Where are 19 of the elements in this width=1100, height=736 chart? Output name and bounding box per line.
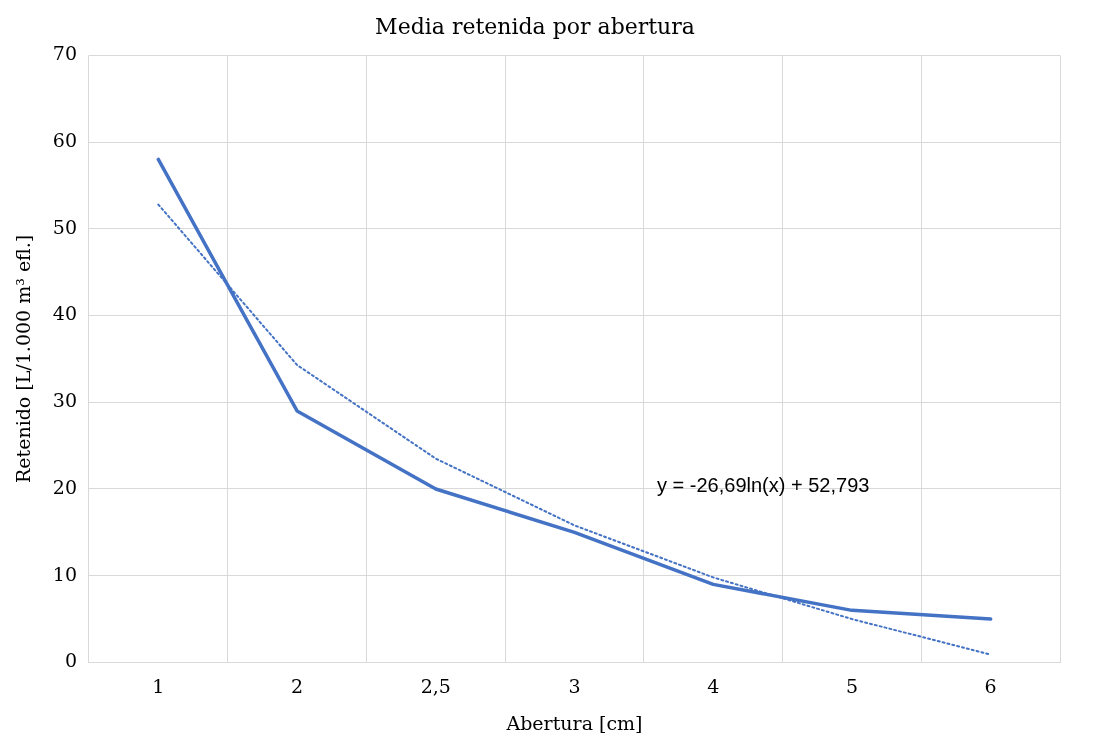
x-tick-label: 6 xyxy=(984,674,997,697)
y-tick-label: 20 xyxy=(52,475,77,498)
x-tick-label: 2,5 xyxy=(420,674,451,697)
chart-title: Media retenida por abertura xyxy=(375,13,695,39)
x-tick-label: 4 xyxy=(707,674,720,697)
x-tick-label: 3 xyxy=(568,674,581,697)
x-tick-label: 5 xyxy=(845,674,858,697)
y-tick-label: 30 xyxy=(52,389,77,412)
y-axis-title: Retenido [L/1.000 m³ efl.] xyxy=(12,234,35,484)
y-tick-label: 60 xyxy=(52,129,77,152)
y-tick-label: 50 xyxy=(52,215,77,238)
annotation: y = -26,69ln(x) + 52,793 xyxy=(657,473,870,496)
y-tick-label: 0 xyxy=(64,649,77,672)
y-tick-label: 70 xyxy=(52,42,77,65)
y-tick-label: 40 xyxy=(52,302,77,325)
x-tick-label: 2 xyxy=(291,674,304,697)
y-tick-label: 10 xyxy=(52,562,77,585)
x-tick-label: 1 xyxy=(152,674,165,697)
x-axis-title: Abertura [cm] xyxy=(505,711,643,734)
